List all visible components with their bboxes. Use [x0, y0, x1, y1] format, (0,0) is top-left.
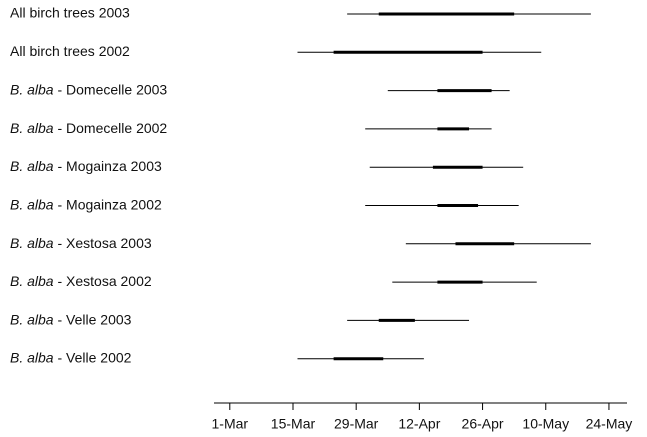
row-label: B. alba - Velle 2002 [10, 349, 132, 365]
row-label: B. alba - Mogainza 2003 [10, 158, 162, 174]
row-label: B. alba - Xestosa 2002 [10, 273, 152, 289]
row-label: All birch trees 2002 [10, 43, 130, 59]
row-label: B. alba - Xestosa 2003 [10, 235, 152, 251]
x-tick-label: 24-May [586, 416, 633, 432]
x-tick-label: 1-Mar [212, 416, 249, 432]
x-tick-label: 26-Apr [462, 416, 504, 432]
x-tick-label: 15-Mar [271, 416, 316, 432]
row-label: All birch trees 2003 [10, 5, 130, 21]
row-label: B. alba - Domecelle 2003 [10, 81, 167, 97]
x-tick-label: 29-Mar [334, 416, 379, 432]
row-label: B. alba - Velle 2003 [10, 311, 132, 327]
row-label: B. alba - Mogainza 2002 [10, 196, 162, 212]
x-tick-label: 12-Apr [398, 416, 440, 432]
x-tick-label: 10-May [522, 416, 569, 432]
row-label: B. alba - Domecelle 2002 [10, 120, 167, 136]
